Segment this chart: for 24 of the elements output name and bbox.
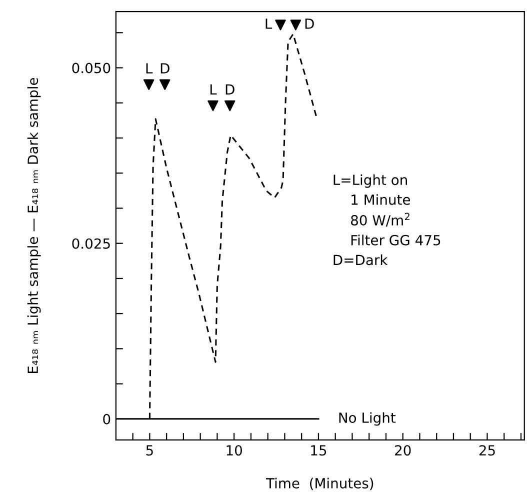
annotation: D bbox=[226, 84, 234, 94]
point bbox=[224, 100, 236, 112]
x-tick-label: 15 bbox=[311, 445, 326, 456]
point bbox=[290, 20, 302, 30]
annotation: D bbox=[305, 18, 314, 29]
x-tick-label: 20 bbox=[395, 445, 411, 456]
point bbox=[208, 100, 218, 112]
x-tick-label: 25 bbox=[479, 445, 495, 456]
annotation: No Light bbox=[339, 412, 396, 426]
y-tick-label: 0 bbox=[103, 414, 110, 424]
annotation: L bbox=[146, 63, 153, 74]
point bbox=[143, 79, 154, 90]
annotation: L bbox=[266, 18, 272, 29]
text: L=Light on 1 Minute 80 W/m$^{2}$ Filter GG 475 D=Dark bbox=[334, 174, 440, 266]
point bbox=[160, 79, 170, 90]
point bbox=[275, 20, 286, 30]
x-tick-label: 10 bbox=[226, 445, 242, 456]
x-tick-label: 5 bbox=[146, 445, 153, 456]
annotation: L bbox=[210, 84, 217, 94]
y-tick-label: 0.025 bbox=[72, 238, 110, 249]
y-axis-title: E₄₁₈ ₙₘ Light sample — E₄₁₈ ₙₘ Dark sample bbox=[27, 78, 41, 374]
y-tick-label: 0.050 bbox=[72, 62, 110, 74]
x-axis-title: Time (Minutes) bbox=[266, 478, 374, 490]
annotation: D bbox=[160, 63, 170, 74]
